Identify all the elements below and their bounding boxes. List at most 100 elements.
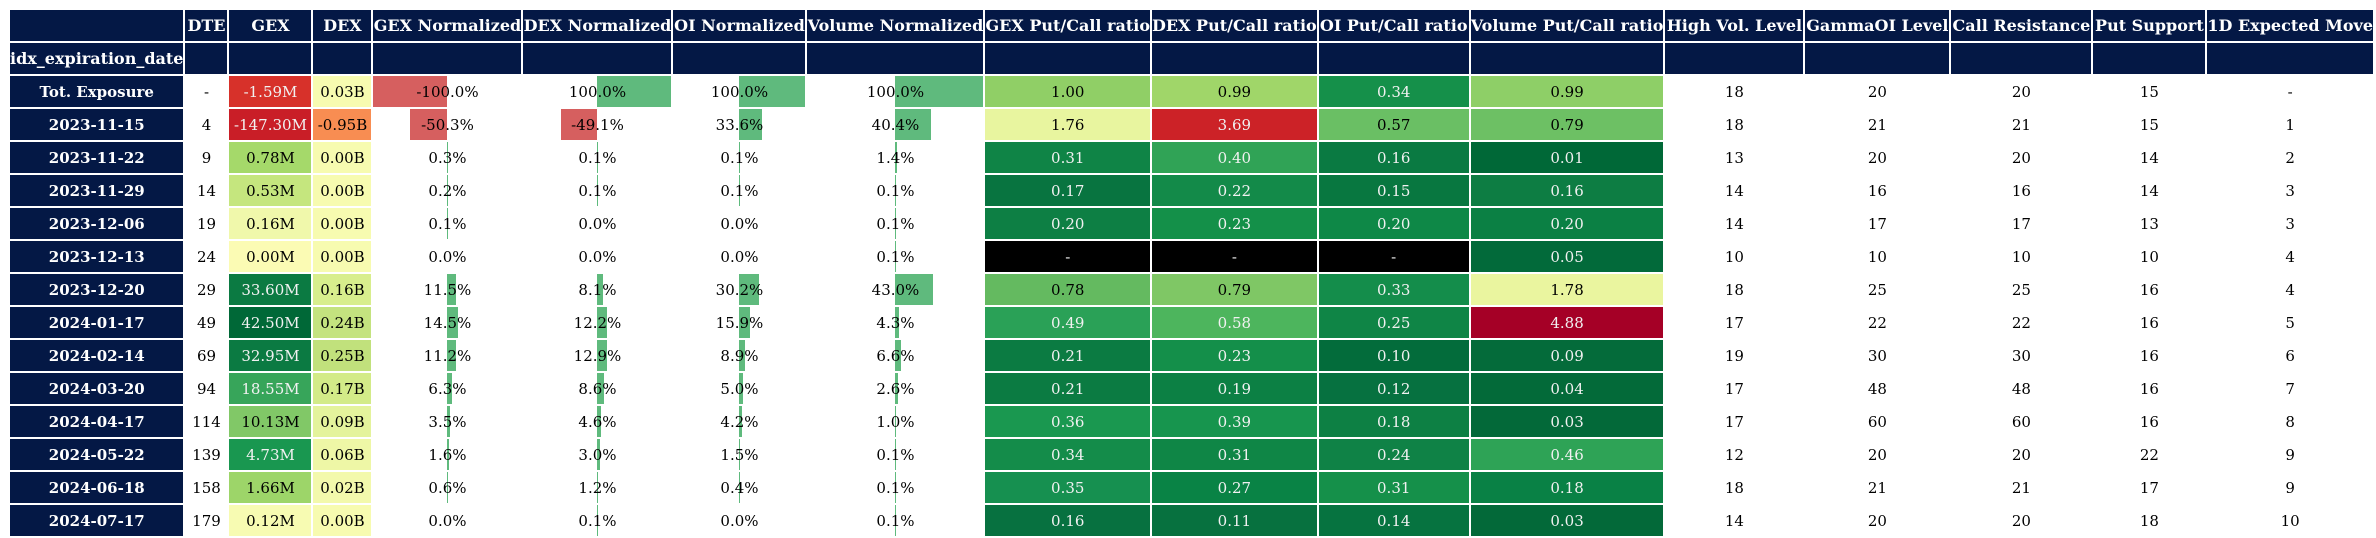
cell-gex-put-call-ratio: 0.34 [984, 438, 1151, 471]
cell-value: 30.2% [716, 281, 764, 299]
cell-dex: 0.16B [312, 273, 372, 306]
row-label: 2024-02-14 [9, 339, 184, 372]
cell-volume-normalized: 0.1% [806, 438, 984, 471]
row-label: 2023-11-22 [9, 141, 184, 174]
cell-value: 8.9% [720, 347, 758, 365]
cell-value: 100.0% [867, 83, 924, 101]
cell-oi-normalized: 0.0% [672, 504, 806, 537]
cell-volume-put-call-ratio: 0.09 [1470, 339, 1665, 372]
index-header-blank [184, 42, 228, 75]
column-header-dex-put-call-ratio: DEX Put/Call ratio [1151, 9, 1318, 42]
cell-gex-put-call-ratio: 0.31 [984, 141, 1151, 174]
cell-oi-put-call-ratio: 0.16 [1318, 141, 1470, 174]
cell-value: 100.0% [569, 83, 626, 101]
row-label: 2024-05-22 [9, 438, 184, 471]
cell-gex: 0.00M [228, 240, 312, 273]
cell-volume-put-call-ratio: 0.01 [1470, 141, 1665, 174]
index-header-blank [2206, 42, 2374, 75]
cell-value: 0.2% [428, 182, 466, 200]
cell-oi-normalized: 0.4% [672, 471, 806, 504]
cell-put-support: 22 [2092, 438, 2206, 471]
cell-dex: 0.00B [312, 240, 372, 273]
cell-gex: 10.13M [228, 405, 312, 438]
column-header-put-support: Put Support [2092, 9, 2206, 42]
cell-value: 12.2% [574, 314, 622, 332]
row-label: Tot. Exposure [9, 75, 184, 108]
cell-dte: 4 [184, 108, 228, 141]
cell-value: 0.1% [876, 446, 914, 464]
row-label: 2024-03-20 [9, 372, 184, 405]
index-header-blank [1950, 42, 2092, 75]
cell-gex-normalized: 11.5% [372, 273, 522, 306]
cell-gex: 18.55M [228, 372, 312, 405]
cell-oi-put-call-ratio: 0.33 [1318, 273, 1470, 306]
cell-dex-normalized: 0.1% [522, 141, 672, 174]
cell-dte: 29 [184, 273, 228, 306]
cell-gammaoi-level: 30 [1804, 339, 1950, 372]
cell-value: 0.0% [720, 512, 758, 530]
cell-volume-put-call-ratio: 0.03 [1470, 405, 1665, 438]
cell-dte: 139 [184, 438, 228, 471]
cell-dex-normalized: 1.2% [522, 471, 672, 504]
cell-volume-normalized: 43.0% [806, 273, 984, 306]
cell-high-vol-level: 12 [1664, 438, 1804, 471]
cell-dex: 0.09B [312, 405, 372, 438]
cell-gex-normalized: -100.0% [372, 75, 522, 108]
row-label: 2023-11-15 [9, 108, 184, 141]
cell-volume-normalized: 0.1% [806, 174, 984, 207]
column-header-volume-normalized: Volume Normalized [806, 9, 984, 42]
cell-put-support: 16 [2092, 273, 2206, 306]
cell-1d-expected-move: 4 [2206, 240, 2374, 273]
cell-value: 0.0% [578, 248, 616, 266]
index-header-blank [672, 42, 806, 75]
cell-value: 3.0% [578, 446, 616, 464]
cell-oi-normalized: 0.0% [672, 240, 806, 273]
header-corner [9, 9, 184, 42]
cell-value: 4.6% [578, 413, 616, 431]
cell-dex-put-call-ratio: 0.40 [1151, 141, 1318, 174]
cell-gammaoi-level: 22 [1804, 306, 1950, 339]
cell-1d-expected-move: 2 [2206, 141, 2374, 174]
cell-call-resistance: 17 [1950, 207, 2092, 240]
cell-dex-put-call-ratio: 0.19 [1151, 372, 1318, 405]
cell-value: 1.2% [578, 479, 616, 497]
index-header-blank [522, 42, 672, 75]
cell-dex-normalized: 4.6% [522, 405, 672, 438]
cell-1d-expected-move: 1 [2206, 108, 2374, 141]
cell-volume-normalized: 40.4% [806, 108, 984, 141]
cell-oi-normalized: 30.2% [672, 273, 806, 306]
cell-value: 6.3% [428, 380, 466, 398]
cell-high-vol-level: 19 [1664, 339, 1804, 372]
index-header-blank [984, 42, 1151, 75]
cell-value: 12.9% [574, 347, 622, 365]
cell-call-resistance: 25 [1950, 273, 2092, 306]
cell-value: -100.0% [416, 83, 478, 101]
cell-gex-normalized: 0.2% [372, 174, 522, 207]
index-header-blank [1804, 42, 1950, 75]
cell-volume-put-call-ratio: 0.20 [1470, 207, 1665, 240]
cell-high-vol-level: 18 [1664, 273, 1804, 306]
index-header-blank [1318, 42, 1470, 75]
cell-gex-put-call-ratio: 0.35 [984, 471, 1151, 504]
cell-volume-normalized: 0.1% [806, 504, 984, 537]
cell-dte: 14 [184, 174, 228, 207]
cell-value: 0.1% [876, 479, 914, 497]
column-header-1d-expected-move: 1D Expected Move [2206, 9, 2374, 42]
cell-gex-put-call-ratio: 0.16 [984, 504, 1151, 537]
column-header-high-vol-level: High Vol. Level [1664, 9, 1804, 42]
cell-value: 3.5% [428, 413, 466, 431]
cell-oi-normalized: 5.0% [672, 372, 806, 405]
index-header-blank [312, 42, 372, 75]
cell-dex: 0.25B [312, 339, 372, 372]
cell-1d-expected-move: 3 [2206, 207, 2374, 240]
column-header-dte: DTE [184, 9, 228, 42]
cell-1d-expected-move: 7 [2206, 372, 2374, 405]
row-label: 2024-01-17 [9, 306, 184, 339]
cell-gammaoi-level: 20 [1804, 504, 1950, 537]
cell-value: 14.5% [424, 314, 472, 332]
cell-1d-expected-move: 9 [2206, 471, 2374, 504]
cell-gex-put-call-ratio: 0.36 [984, 405, 1151, 438]
cell-dte: 19 [184, 207, 228, 240]
cell-gex: -147.30M [228, 108, 312, 141]
cell-value: 0.0% [720, 215, 758, 233]
